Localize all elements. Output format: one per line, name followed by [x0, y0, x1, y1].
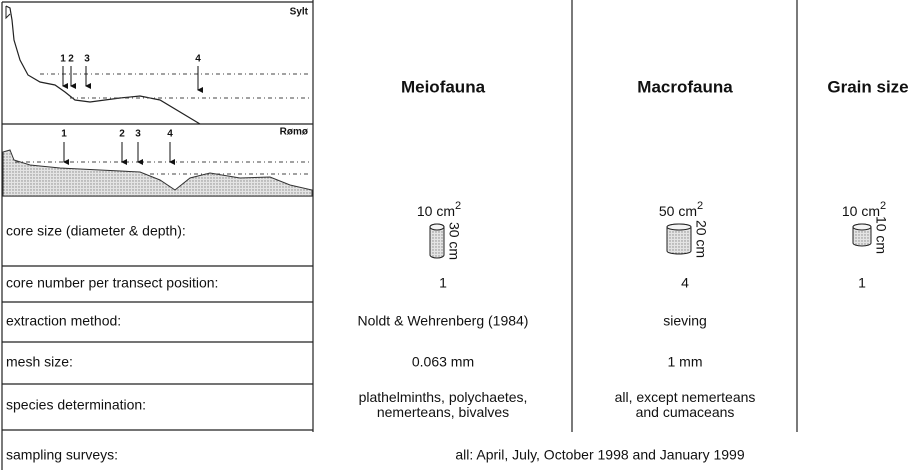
cell-text: 1 — [858, 275, 866, 291]
column-header: Grain size — [827, 77, 908, 96]
row-label: sampling surveys: — [6, 447, 118, 463]
core-area-value: 10 cm — [417, 203, 455, 219]
core-area: 10 cm2 — [842, 200, 886, 219]
cell-text: 1 mm — [668, 354, 703, 370]
profile-label: Sylt — [290, 7, 309, 18]
marker-label: 1 — [60, 54, 66, 65]
core-depth: 30 cm — [446, 222, 462, 260]
cell-text: plathelminths, polychaetes, — [359, 389, 528, 405]
row-label: extraction method: — [6, 313, 121, 329]
cell-text: 1 — [439, 275, 447, 291]
row-label: core number per transect position: — [6, 275, 218, 291]
core-depth: 10 cm — [873, 216, 889, 254]
marker-label: 2 — [68, 54, 74, 65]
cell-text: and cumaceans — [636, 404, 735, 420]
core-area: 10 cm2 — [417, 200, 461, 219]
core-area-exp: 2 — [697, 200, 703, 212]
column-header: Meiofauna — [401, 77, 486, 96]
cell-text: 4 — [681, 275, 689, 291]
column-header: Macrofauna — [637, 77, 733, 96]
marker-label: 4 — [167, 129, 173, 140]
core-depth: 20 cm — [693, 220, 709, 258]
core-area-exp: 2 — [455, 200, 461, 212]
core-top — [666, 223, 692, 231]
marker-label: 3 — [84, 54, 90, 65]
cell-text: Noldt & Wehrenberg (1984) — [358, 313, 529, 329]
profile-label: Rømø — [280, 127, 309, 138]
row-label: species determination: — [6, 397, 146, 413]
cell-text: nemerteans, bivalves — [377, 404, 509, 420]
cell-text: all, except nemerteans — [615, 389, 756, 405]
core-area-value: 50 cm — [659, 203, 697, 219]
core-area: 50 cm2 — [659, 200, 703, 219]
core-top — [852, 223, 872, 231]
marker-label: 1 — [61, 129, 67, 140]
romo-profile: Rømø 1 2 3 4 — [2, 127, 313, 197]
marker-label: 3 — [135, 129, 141, 140]
span-text: all: April, July, October 1998 and Janua… — [455, 447, 744, 463]
frames — [1, 0, 798, 470]
row-label: mesh size: — [6, 354, 73, 370]
core-area-exp: 2 — [880, 200, 886, 212]
sylt-profile: Sylt 1 2 3 4 — [5, 5, 310, 125]
marker-label: 4 — [195, 54, 201, 65]
row-label: core size (diameter & depth): — [6, 223, 186, 239]
core-area-value: 10 cm — [842, 203, 880, 219]
cell-text: sieving — [663, 313, 707, 329]
marker-label: 2 — [119, 129, 125, 140]
cell-text: 0.063 mm — [412, 354, 474, 370]
core-top — [429, 223, 445, 231]
